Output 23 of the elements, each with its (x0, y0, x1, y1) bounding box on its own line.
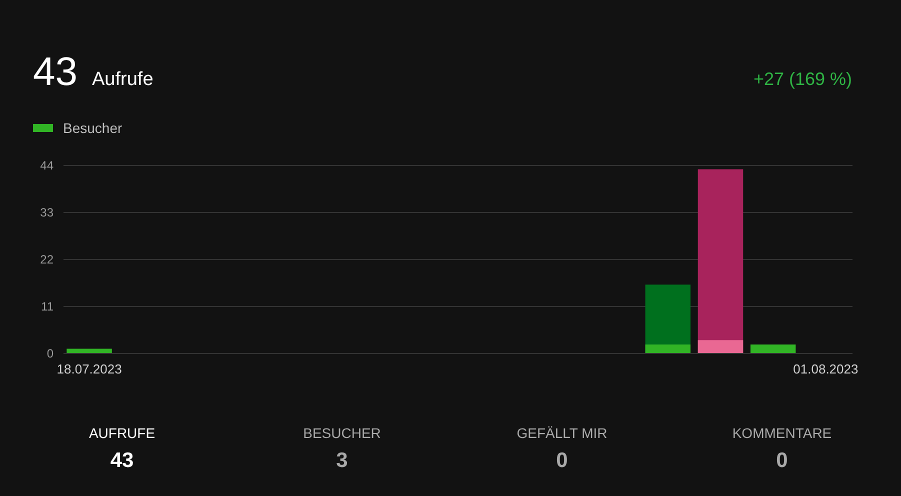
text: GEFÄLLT MIR (516, 425, 608, 441)
legend-label: Besucher (63, 120, 122, 136)
bar (698, 340, 744, 353)
text: 43 (110, 449, 134, 472)
y-tick-label: 0 (46, 346, 54, 360)
text: +27 (169 %) (753, 69, 852, 89)
bar (66, 348, 112, 353)
y-tick-label: 44 (40, 158, 54, 172)
chart-subtitle: Aufrufe (92, 69, 154, 90)
y-tick-label: 22 (40, 252, 54, 266)
text: 0 (556, 449, 568, 472)
x-tick-label: 18.07.2023 (56, 362, 122, 376)
text: 0 (776, 449, 788, 472)
text: 3 (336, 449, 348, 472)
bar (750, 344, 796, 353)
text: BESUCHER (303, 425, 381, 441)
x-tick-label: 01.08.2023 (793, 362, 858, 376)
y-tick-label: 33 (40, 206, 54, 220)
text: KOMMENTARE (732, 425, 832, 441)
text: AUFRUFE (88, 425, 156, 441)
bar (645, 344, 691, 353)
y-tick-label: 11 (41, 300, 54, 314)
chart-title: 43 (33, 50, 78, 94)
